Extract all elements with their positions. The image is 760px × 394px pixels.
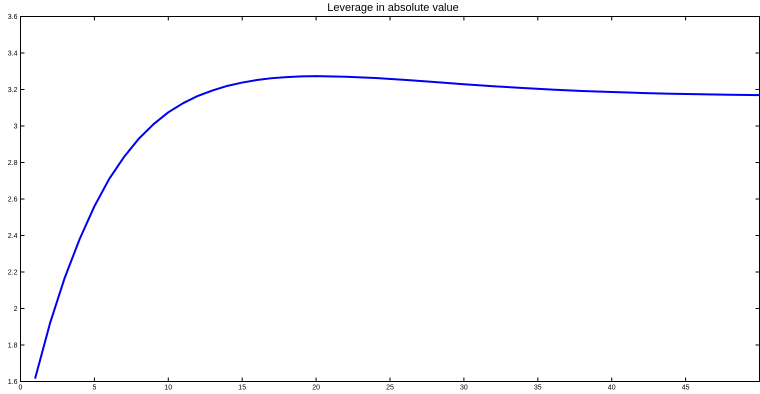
x-tick-label: 45	[682, 385, 690, 392]
y-tick-label: 2.4	[8, 233, 18, 240]
y-tick-label: 3.2	[8, 87, 18, 94]
x-tick-label: 25	[386, 385, 394, 392]
x-tick-label: 40	[608, 385, 616, 392]
y-tick-label: 2.2	[8, 270, 18, 277]
x-tick-label: 0	[19, 385, 23, 392]
x-tick-label: 5	[92, 385, 96, 392]
plot-area-frame	[20, 16, 760, 382]
y-tick-label: 1.6	[8, 379, 18, 386]
x-tick-label: 35	[534, 385, 542, 392]
y-tick-label: 3	[14, 124, 18, 131]
y-tick-label: 2	[14, 306, 18, 313]
series-line-0	[34, 75, 760, 379]
y-tick-label: 3.4	[8, 51, 18, 58]
series-layer	[34, 75, 760, 379]
chart-title: Leverage in absolute value	[327, 2, 458, 14]
x-tick-label: 10	[164, 385, 172, 392]
x-tick-label: 30	[460, 385, 468, 392]
x-tick-label: 15	[238, 385, 246, 392]
y-tick-label: 3.6	[8, 14, 18, 21]
x-tick-label: 20	[312, 385, 320, 392]
y-tick-label: 2.6	[8, 197, 18, 204]
axis-ticks: 0 5 10 15 20 25 30 35 40 45 1.6 1.8 2 2.2 2.4 2.6 2.8 3 3.…	[8, 14, 760, 392]
y-tick-label: 1.8	[8, 343, 18, 350]
y-tick-label: 2.8	[8, 160, 18, 167]
